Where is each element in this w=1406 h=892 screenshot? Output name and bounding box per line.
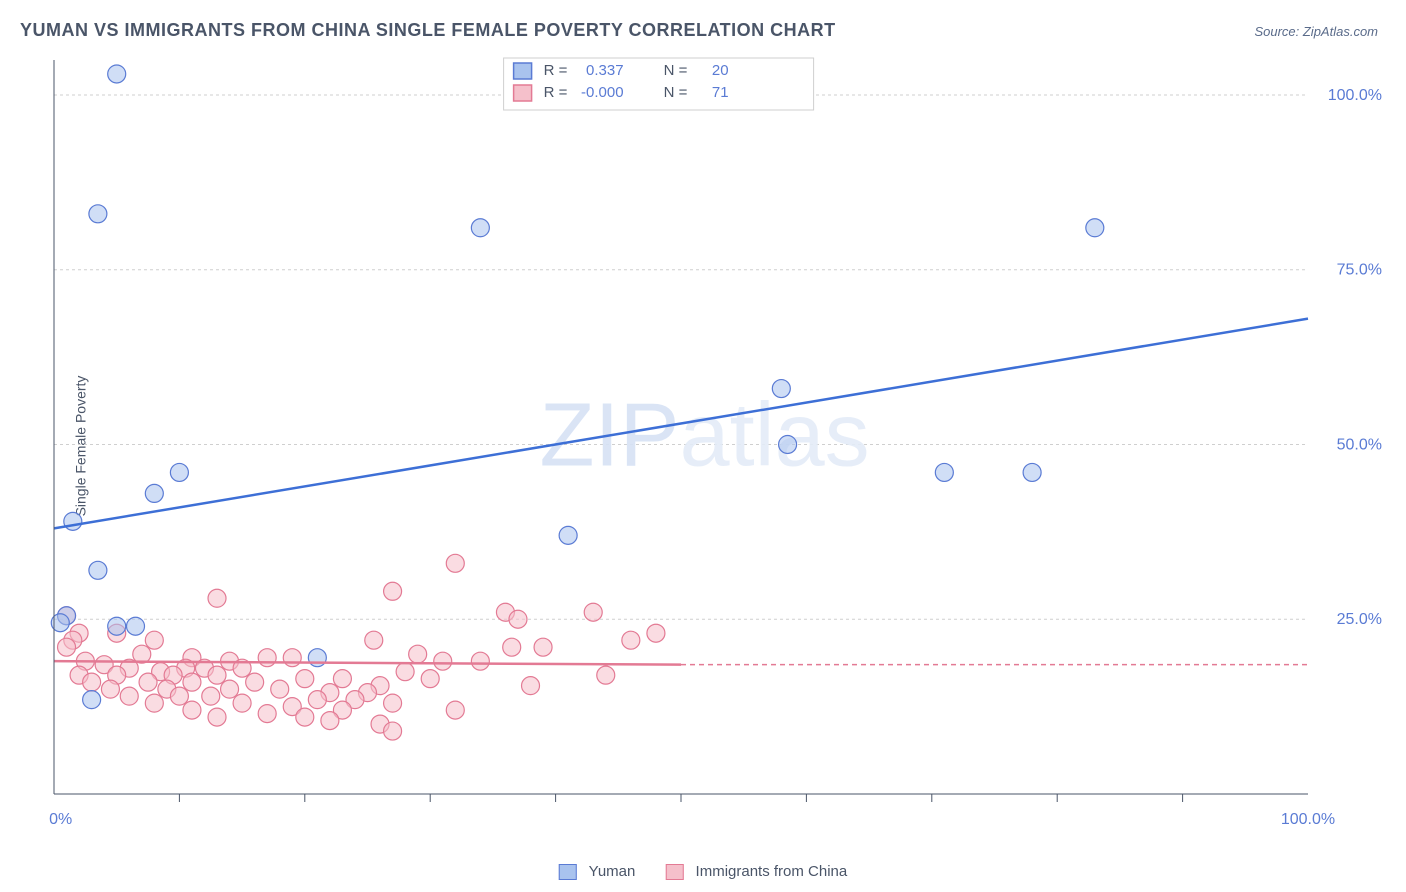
legend-label-china: Immigrants from China (696, 863, 848, 880)
legend-label-yuman: Yuman (589, 863, 636, 880)
svg-text:0.337: 0.337 (586, 62, 624, 79)
svg-text:0.0%: 0.0% (48, 811, 72, 828)
svg-text:R =: R = (544, 84, 568, 101)
svg-text:R =: R = (544, 62, 568, 79)
svg-text:20: 20 (712, 62, 729, 79)
svg-text:100.0%: 100.0% (1328, 87, 1382, 104)
svg-text:25.0%: 25.0% (1337, 611, 1382, 628)
chart-svg: ZIPatlas25.0%50.0%75.0%100.0%0.0%100.0%R… (48, 52, 1388, 834)
legend-item-china: Immigrants from China (665, 863, 847, 880)
svg-text:100.0%: 100.0% (1281, 811, 1335, 828)
chart-plot-area: ZIPatlas25.0%50.0%75.0%100.0%0.0%100.0%R… (48, 52, 1388, 834)
svg-text:75.0%: 75.0% (1337, 262, 1382, 279)
svg-text:-0.000: -0.000 (581, 84, 624, 101)
svg-text:N =: N = (664, 84, 688, 101)
legend-item-yuman: Yuman (559, 863, 636, 880)
legend-swatch-yuman (559, 864, 577, 880)
legend-swatch-china (665, 864, 683, 880)
source-attribution: Source: ZipAtlas.com (1254, 24, 1378, 39)
bottom-legend: Yuman Immigrants from China (559, 863, 848, 880)
chart-title: YUMAN VS IMMIGRANTS FROM CHINA SINGLE FE… (20, 20, 836, 41)
svg-text:N =: N = (664, 62, 688, 79)
svg-text:50.0%: 50.0% (1337, 436, 1382, 453)
svg-text:71: 71 (712, 84, 729, 101)
